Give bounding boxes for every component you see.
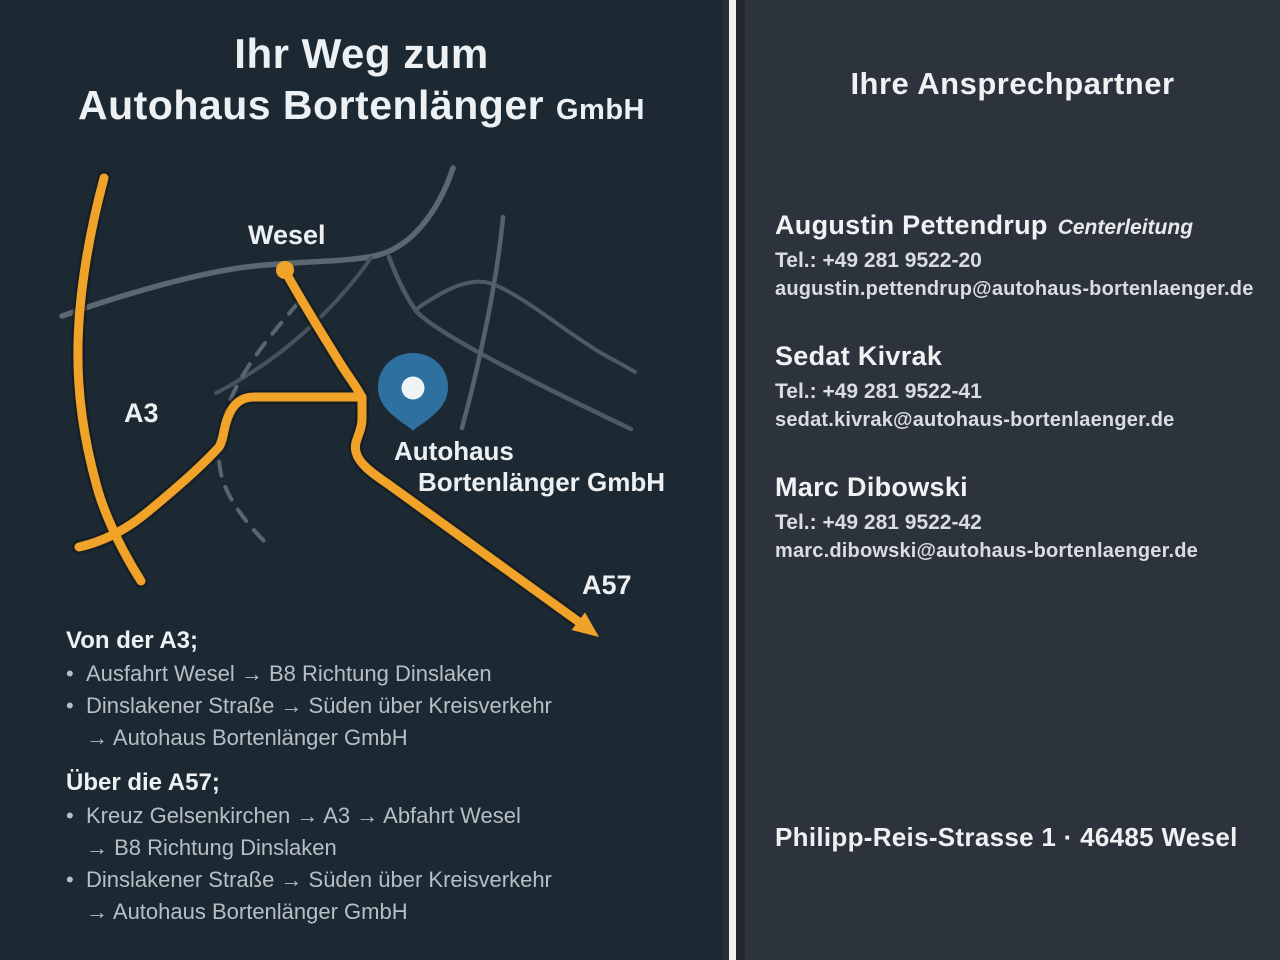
contact-card: Marc Dibowski Tel.: +49 281 9522-42 marc… <box>775 470 1256 565</box>
road-branch-southeast <box>386 254 634 432</box>
step-text: Ausfahrt Wesel → B8 Richtung Dinslaken <box>86 661 492 686</box>
map-pin-icon <box>378 353 448 431</box>
contact-card: Augustin Pettendrup Centerleitung Tel.: +… <box>775 208 1256 303</box>
contact-role: Centerleitung <box>1057 216 1194 239</box>
direction-step: • Kreuz Gelsenkirchen → A3 → Abfahrt Wes… <box>66 800 686 832</box>
contact-name: Sedat Kivrak <box>775 341 943 371</box>
road-diagonal-southwest <box>214 256 373 395</box>
step-text: Kreuz Gelsenkirchen → A3 → Abfahrt Wesel <box>86 803 521 828</box>
dealer-address: Philipp-Reis-Strasse 1 · 46485 Wesel <box>775 822 1238 852</box>
bullet: • <box>66 803 74 828</box>
directions: Von der A3; • Ausfahrt Wesel → B8 Richtu… <box>66 624 686 928</box>
contacts-heading: Ihre Ansprechpartner <box>850 66 1175 101</box>
direction-step: • Dinslakener Straße → Süden über Kreisv… <box>66 690 686 722</box>
route-map <box>59 165 637 637</box>
bullet <box>66 722 86 754</box>
direction-step: • Ausfahrt Wesel → B8 Richtung Dinslaken <box>66 658 686 690</box>
direction-step: → B8 Richtung Dinslaken <box>66 832 686 864</box>
map-label-destination: Autohaus Bortenlänger GmbH <box>394 436 665 498</box>
direction-step: • Dinslakener Straße → Süden über Kreisv… <box>66 864 686 896</box>
bullet: • <box>66 867 74 892</box>
step-text: Dinslakener Straße → Süden über Kreisver… <box>86 693 552 718</box>
a57-arrowhead-icon <box>571 612 599 637</box>
contact-name: Augustin Pettendrup <box>775 210 1048 240</box>
map-label-wesel: Wesel <box>248 220 326 250</box>
contact-email: sedat.kivrak@autohaus-bortenlaenger.de <box>775 409 1175 431</box>
contact-phone: Tel.: +49 281 9522-42 <box>775 511 982 534</box>
divider-line <box>729 0 736 960</box>
contact-phone: Tel.: +49 281 9522-41 <box>775 380 982 403</box>
contact-card: Sedat Kivrak Tel.: +49 281 9522-41 sedat… <box>775 339 1256 434</box>
bullet: • <box>66 693 74 718</box>
road-steep-diagonal <box>459 214 506 431</box>
destination-line1: Autohaus <box>394 436 514 466</box>
direction-step: → Autohaus Bortenlänger GmbH <box>66 722 686 754</box>
directions-heading-a57: Über die A57; <box>66 769 220 796</box>
bullet <box>66 832 86 864</box>
bullet: • <box>66 661 74 686</box>
divider-shadow-left <box>723 0 729 960</box>
contact-name: Marc Dibowski <box>775 472 968 502</box>
map-label-a57: A57 <box>582 570 632 600</box>
contact-phone: Tel.: +49 281 9522-20 <box>775 249 982 272</box>
map-panel: Ihr Weg zum Autohaus Bortenlänger GmbH <box>0 0 723 960</box>
step-text: → B8 Richtung Dinslaken <box>86 835 337 860</box>
road-wavy-east <box>413 279 637 374</box>
bullet <box>66 896 86 928</box>
contacts-list: Augustin Pettendrup Centerleitung Tel.: +… <box>775 208 1256 601</box>
contact-email: marc.dibowski@autohaus-bortenlaenger.de <box>775 540 1198 562</box>
page-title: Ihr Weg zum Autohaus Bortenlänger GmbH <box>0 28 723 135</box>
road-through-wesel <box>59 165 456 319</box>
wesel-junction-dot <box>276 261 294 279</box>
direction-step: → Autohaus Bortenlänger GmbH <box>66 896 686 928</box>
route-to-a57 <box>280 266 584 627</box>
directions-heading-a3: Von der A3; <box>66 627 199 654</box>
step-text: → Autohaus Bortenlänger GmbH <box>86 725 408 750</box>
contacts-panel: Ihre Ansprechpartner Augustin Pettendrup… <box>745 0 1280 960</box>
destination-line2: Bortenlänger GmbH <box>418 467 666 497</box>
step-text: Dinslakener Straße → Süden über Kreisver… <box>86 867 552 892</box>
title-suffix: GmbH <box>556 94 645 126</box>
contact-email: augustin.pettendrup@autohaus-bortenlaeng… <box>775 278 1254 300</box>
divider-shadow-right <box>736 0 745 960</box>
route-a3 <box>73 173 146 586</box>
route-southwest <box>74 392 367 552</box>
title-line1: Ihr Weg zum <box>234 30 489 77</box>
title-line2: Autohaus Bortenlänger GmbH <box>78 82 645 128</box>
map-label-a3: A3 <box>124 398 159 428</box>
step-text: → Autohaus Bortenlänger GmbH <box>86 899 408 924</box>
